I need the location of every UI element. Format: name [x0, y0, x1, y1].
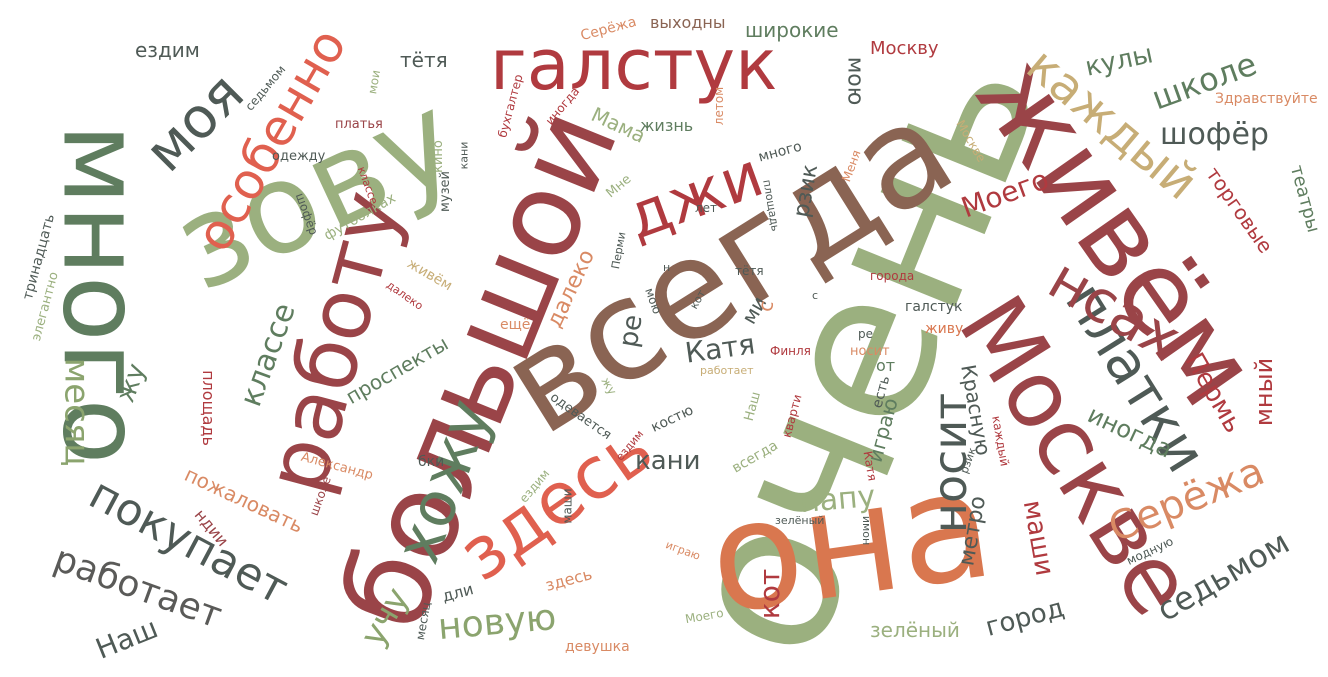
word-n: н: [663, 261, 671, 274]
word-ploshchad-red: площадь: [198, 370, 218, 446]
word-kani: кани: [635, 446, 701, 476]
word-moyu: мою: [842, 56, 868, 106]
word-letom: летом: [712, 86, 727, 126]
word-mesyats: месяц: [56, 357, 97, 467]
word-torgovye: торговые: [1201, 162, 1278, 258]
word-ezdim-top: ездим: [135, 38, 200, 62]
word-platya: платья: [335, 117, 383, 132]
word-let: лет: [695, 201, 718, 215]
word-re: ре: [613, 312, 649, 350]
word-re-small: ре: [858, 327, 873, 341]
word-devushka: девушка: [565, 639, 630, 655]
word-goroda: города: [870, 269, 915, 283]
word-vykhodny: выходны: [650, 13, 726, 32]
word-shirokie: широкие: [745, 18, 839, 42]
word-zdravstvuyte: Здравствуйте: [1215, 91, 1318, 107]
word-shofyor: шофёр: [1160, 117, 1269, 152]
word-nosit-small: носит: [850, 344, 890, 359]
word-ot: от: [876, 356, 896, 375]
word-tyotya: тётя: [400, 48, 448, 72]
word-muzey: музей: [437, 171, 453, 212]
word-mny: мный: [1250, 357, 1279, 427]
word-papu: папу: [798, 478, 877, 521]
word-kino: кино: [430, 140, 446, 173]
word-kostyu: костю: [648, 402, 696, 436]
word-mashi-small: маши: [560, 488, 575, 524]
word-zdes-small: здесь: [543, 564, 595, 595]
word-kuly: кулы: [1082, 39, 1156, 83]
word-moskvu: Москву: [870, 38, 939, 59]
word-eshchyo: ещё: [500, 317, 531, 333]
word-novuyu: новую: [436, 596, 558, 649]
word-rabotaet-small: работает: [700, 364, 754, 377]
word-dli: дли: [439, 579, 476, 606]
word-teatry: театры: [1285, 162, 1324, 235]
word-galstuk-small: галстук: [905, 299, 963, 315]
word-imon: имон: [860, 515, 874, 546]
word-galstuk: галстук: [490, 24, 778, 106]
word-finlya: Финля: [770, 344, 811, 358]
word-s: с: [812, 289, 819, 302]
word-zhizn: жизнь: [640, 116, 694, 135]
word-bki: бки: [418, 454, 445, 470]
word-nash: Наш: [90, 611, 163, 666]
word-zhivu: живу: [925, 321, 964, 337]
word-tyotya-small: тётя: [735, 264, 764, 278]
word-kot: кот: [753, 568, 787, 620]
word-odezhdu: одежду: [272, 149, 326, 164]
word-kani-small: кани: [457, 141, 471, 170]
word-zelyony-small: зелёный: [775, 514, 825, 527]
word-zelyony: зелёный: [870, 618, 960, 642]
